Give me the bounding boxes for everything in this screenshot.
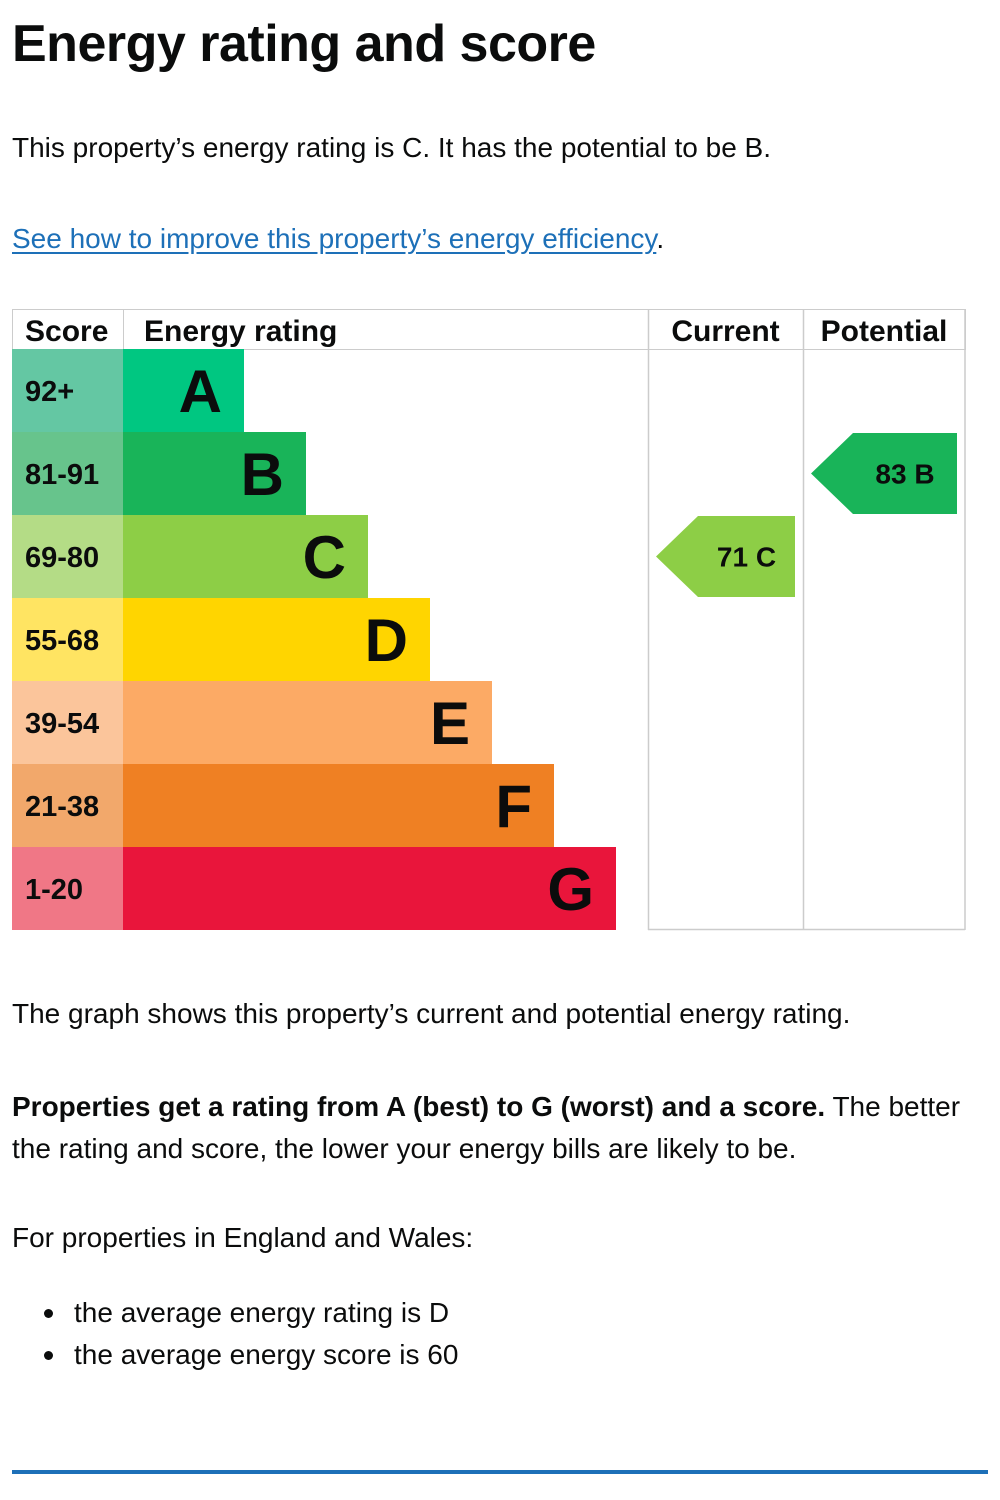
current-rating-label: 71 C	[717, 542, 776, 573]
energy-rating-graph: Score Energy rating Current Potential 92+ A 81…	[12, 309, 966, 931]
rating-band-letter: C	[303, 524, 346, 591]
score-range-cell	[12, 681, 123, 764]
score-range-label: 55-68	[25, 625, 99, 657]
page-title: Energy rating and score	[12, 15, 596, 73]
improve-link-suffix: .	[656, 223, 665, 254]
potential-column-header: Potential	[821, 315, 948, 348]
rating-band-letter: G	[547, 856, 594, 923]
score-range-label: 1-20	[25, 874, 83, 906]
score-range-label: 81-91	[25, 459, 99, 491]
rating-band-letter: F	[495, 773, 532, 840]
rating-band-letter: E	[430, 690, 470, 757]
score-range-cell	[12, 432, 123, 515]
bullet-icon	[44, 1309, 53, 1318]
list-item: the average energy rating is D	[12, 1292, 458, 1334]
chart-header-row	[12, 309, 966, 350]
rating-band-bar	[123, 847, 616, 930]
improve-paragraph: See how to improve this property’s energ…	[12, 221, 664, 257]
potential-rating-label: 83 B	[875, 459, 934, 490]
rating-band-bar	[123, 681, 492, 764]
rating-explanation-bold: Properties get a rating from A (best) to…	[12, 1091, 826, 1122]
rating-band-letter: D	[365, 607, 408, 674]
rating-band-bar	[123, 598, 430, 681]
footer-divider	[12, 1470, 988, 1474]
bullet-icon	[44, 1351, 53, 1360]
rating-summary: This property’s energy rating is C. It h…	[12, 132, 771, 163]
average-score-text: the average energy score is 60	[74, 1339, 459, 1370]
score-range-label: 39-54	[25, 708, 99, 740]
score-range-label: 69-80	[25, 542, 99, 574]
rating-band-letter: A	[179, 358, 222, 425]
rating-explanation-rest: The better the rating and score, the low…	[12, 1091, 961, 1164]
score-range-cell	[12, 515, 123, 598]
list-item: the average energy score is 60	[12, 1334, 458, 1376]
rating-band-bar	[123, 764, 554, 847]
average-rating-text: the average energy rating is D	[74, 1297, 450, 1328]
score-range-label: 21-38	[25, 791, 99, 823]
potential-rating-arrow	[811, 433, 957, 514]
rating-band-bar	[123, 349, 244, 432]
current-rating-arrow	[656, 516, 795, 597]
graph-description: The graph shows this property’s current …	[12, 998, 851, 1029]
averages-list: the average energy rating is D the avera…	[12, 1292, 458, 1376]
current-column-header: Current	[671, 315, 779, 348]
rating-band-bar	[123, 515, 368, 598]
score-range-cell	[12, 598, 123, 681]
region-intro: For properties in England and Wales:	[12, 1222, 474, 1253]
score-column-header: Score	[25, 315, 108, 348]
rating-column-header: Energy rating	[144, 315, 337, 348]
rating-explanation: Properties get a rating from A (best) to…	[12, 1086, 972, 1170]
rating-band-letter: B	[241, 441, 284, 508]
energy-rating-chart: Score Energy rating Current Potential 92+ A 81…	[12, 309, 966, 933]
improve-efficiency-link[interactable]: See how to improve this property’s energ…	[12, 223, 657, 254]
score-range-cell	[12, 764, 123, 847]
rating-band-bar	[123, 432, 306, 515]
score-range-cell	[12, 349, 123, 432]
score-range-label: 92+	[25, 376, 74, 408]
score-range-cell	[12, 847, 123, 930]
